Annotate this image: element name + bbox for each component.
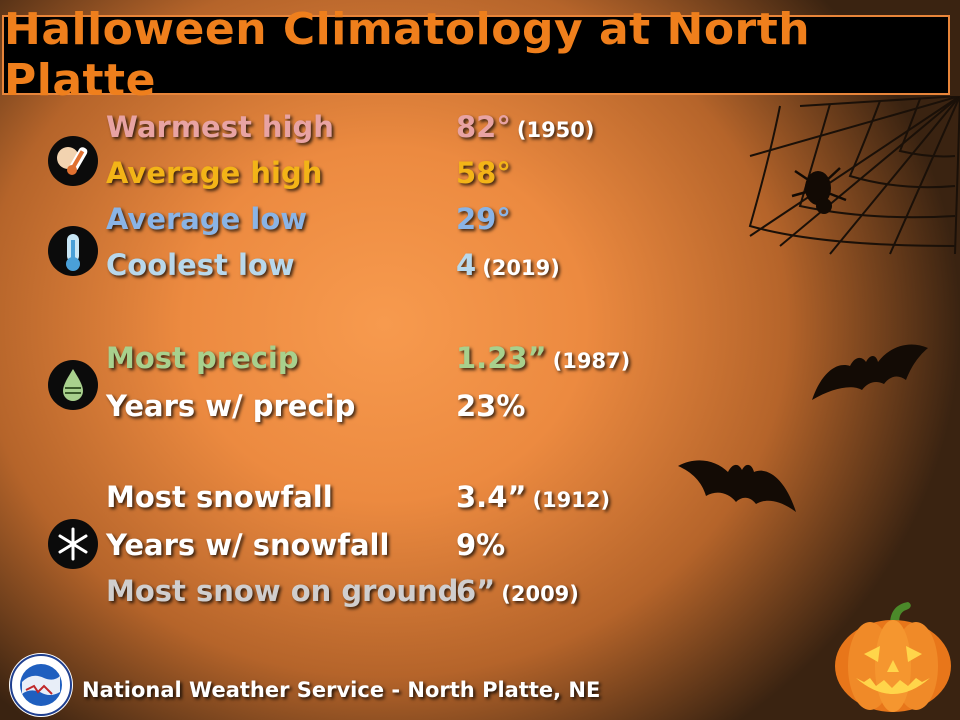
stat-value: 1.23” (1987) (456, 341, 631, 375)
stat-value: 23% (456, 389, 526, 423)
bat-icon (812, 344, 928, 400)
footer-credit: National Weather Service - North Platte,… (82, 678, 601, 702)
stat-row-coolest-low: Coolest low 4 (2019) (106, 248, 726, 288)
stat-label: Most snow on ground (106, 574, 459, 608)
stat-year: (2009) (501, 582, 579, 606)
stat-row-most-precip: Most precip 1.23” (1987) (106, 341, 726, 381)
thermometer-cold-icon (48, 226, 98, 276)
snowflake-icon (48, 519, 98, 569)
stat-label: Years w/ snowfall (106, 528, 390, 562)
stat-value: 82° (1950) (456, 110, 595, 144)
stat-value: 58° (456, 156, 511, 190)
stat-value: 9% (456, 528, 506, 562)
bat-icon (678, 460, 796, 512)
stat-year: (1950) (516, 118, 595, 142)
stat-row-average-high: Average high 58° (106, 156, 726, 196)
stat-label: Most snowfall (106, 480, 333, 514)
stat-value: 3.4” (1912) (456, 480, 611, 514)
stat-row-warmest-high: Warmest high 82° (1950) (106, 110, 726, 150)
raindrop-icon (48, 360, 98, 410)
stat-label: Years w/ precip (106, 389, 356, 423)
title-banner: Halloween Climatology at North Platte (2, 4, 950, 106)
stat-row-most-snow-on-ground: Most snow on ground 6” (2009) (106, 574, 726, 614)
spider-web-icon (748, 96, 960, 255)
stat-label: Coolest low (106, 248, 295, 282)
stat-label: Warmest high (106, 110, 334, 144)
thermometer-hot-icon (48, 136, 98, 186)
stat-label: Average high (106, 156, 323, 190)
stat-row-most-snowfall: Most snowfall 3.4” (1912) (106, 480, 726, 520)
stat-row-years-snowfall: Years w/ snowfall 9% (106, 528, 726, 568)
stat-row-years-precip: Years w/ precip 23% (106, 389, 726, 429)
pumpkin-icon (835, 602, 951, 712)
stat-label: Average low (106, 202, 308, 236)
page-title: Halloween Climatology at North Platte (4, 4, 811, 106)
stat-value: 6” (2009) (456, 574, 579, 608)
nws-logo-icon (9, 653, 73, 717)
stat-label: Most precip (106, 341, 299, 375)
stat-value: 4 (2019) (456, 248, 560, 282)
stat-year: (2019) (482, 256, 560, 280)
stat-row-average-low: Average low 29° (106, 202, 726, 242)
stat-value: 29° (456, 202, 511, 236)
stat-year: (1912) (532, 488, 611, 512)
stat-year: (1987) (552, 349, 631, 373)
